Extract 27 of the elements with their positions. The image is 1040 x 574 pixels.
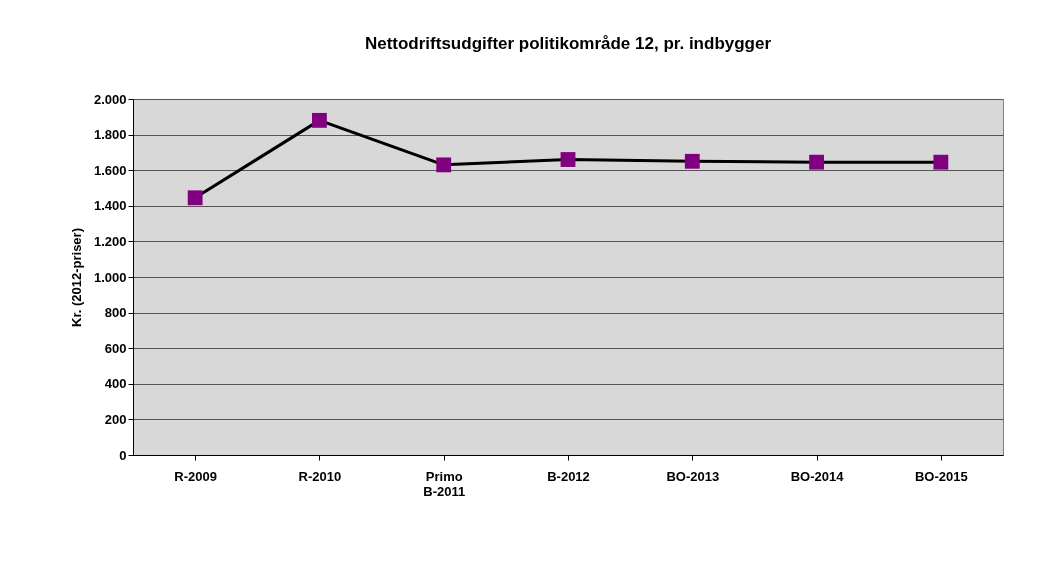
y-tick-label: 0 — [119, 447, 127, 463]
y-tick-label: 200 — [104, 411, 127, 427]
y-axis-title: Kr. (2012-priser) — [68, 228, 84, 327]
x-tick-label: BO-2015 — [914, 468, 968, 484]
y-tick-label: 400 — [104, 376, 127, 392]
point — [560, 152, 576, 167]
point — [684, 153, 700, 169]
x-tick-label: R-2010 — [298, 468, 342, 484]
y-tick-label: 1.000 — [93, 269, 127, 285]
y-tick-label: 2.000 — [93, 91, 127, 107]
point — [436, 157, 452, 173]
x-tick-label: BO-2013 — [666, 468, 720, 484]
point — [312, 112, 327, 128]
y-tick-label: 1.600 — [93, 162, 127, 178]
y-tick-label: 600 — [104, 340, 127, 356]
x-tick-label: Primo B-2011 — [423, 468, 466, 499]
y-tick-label: 800 — [104, 305, 127, 321]
chart-title: Nettodriftsudgifter politikområde 12, pr. indbygger — [364, 34, 772, 53]
point — [933, 154, 949, 170]
x-tick-label: B-2012 — [547, 468, 590, 484]
point — [809, 154, 824, 170]
point — [187, 190, 203, 206]
y-tick-label: 1.400 — [93, 198, 127, 214]
x-tick-label: BO-2014 — [790, 468, 845, 484]
y-tick-label: 1.200 — [93, 233, 127, 249]
x-tick-label: R-2009 — [174, 468, 217, 484]
y-tick-label: 1.800 — [93, 127, 127, 143]
